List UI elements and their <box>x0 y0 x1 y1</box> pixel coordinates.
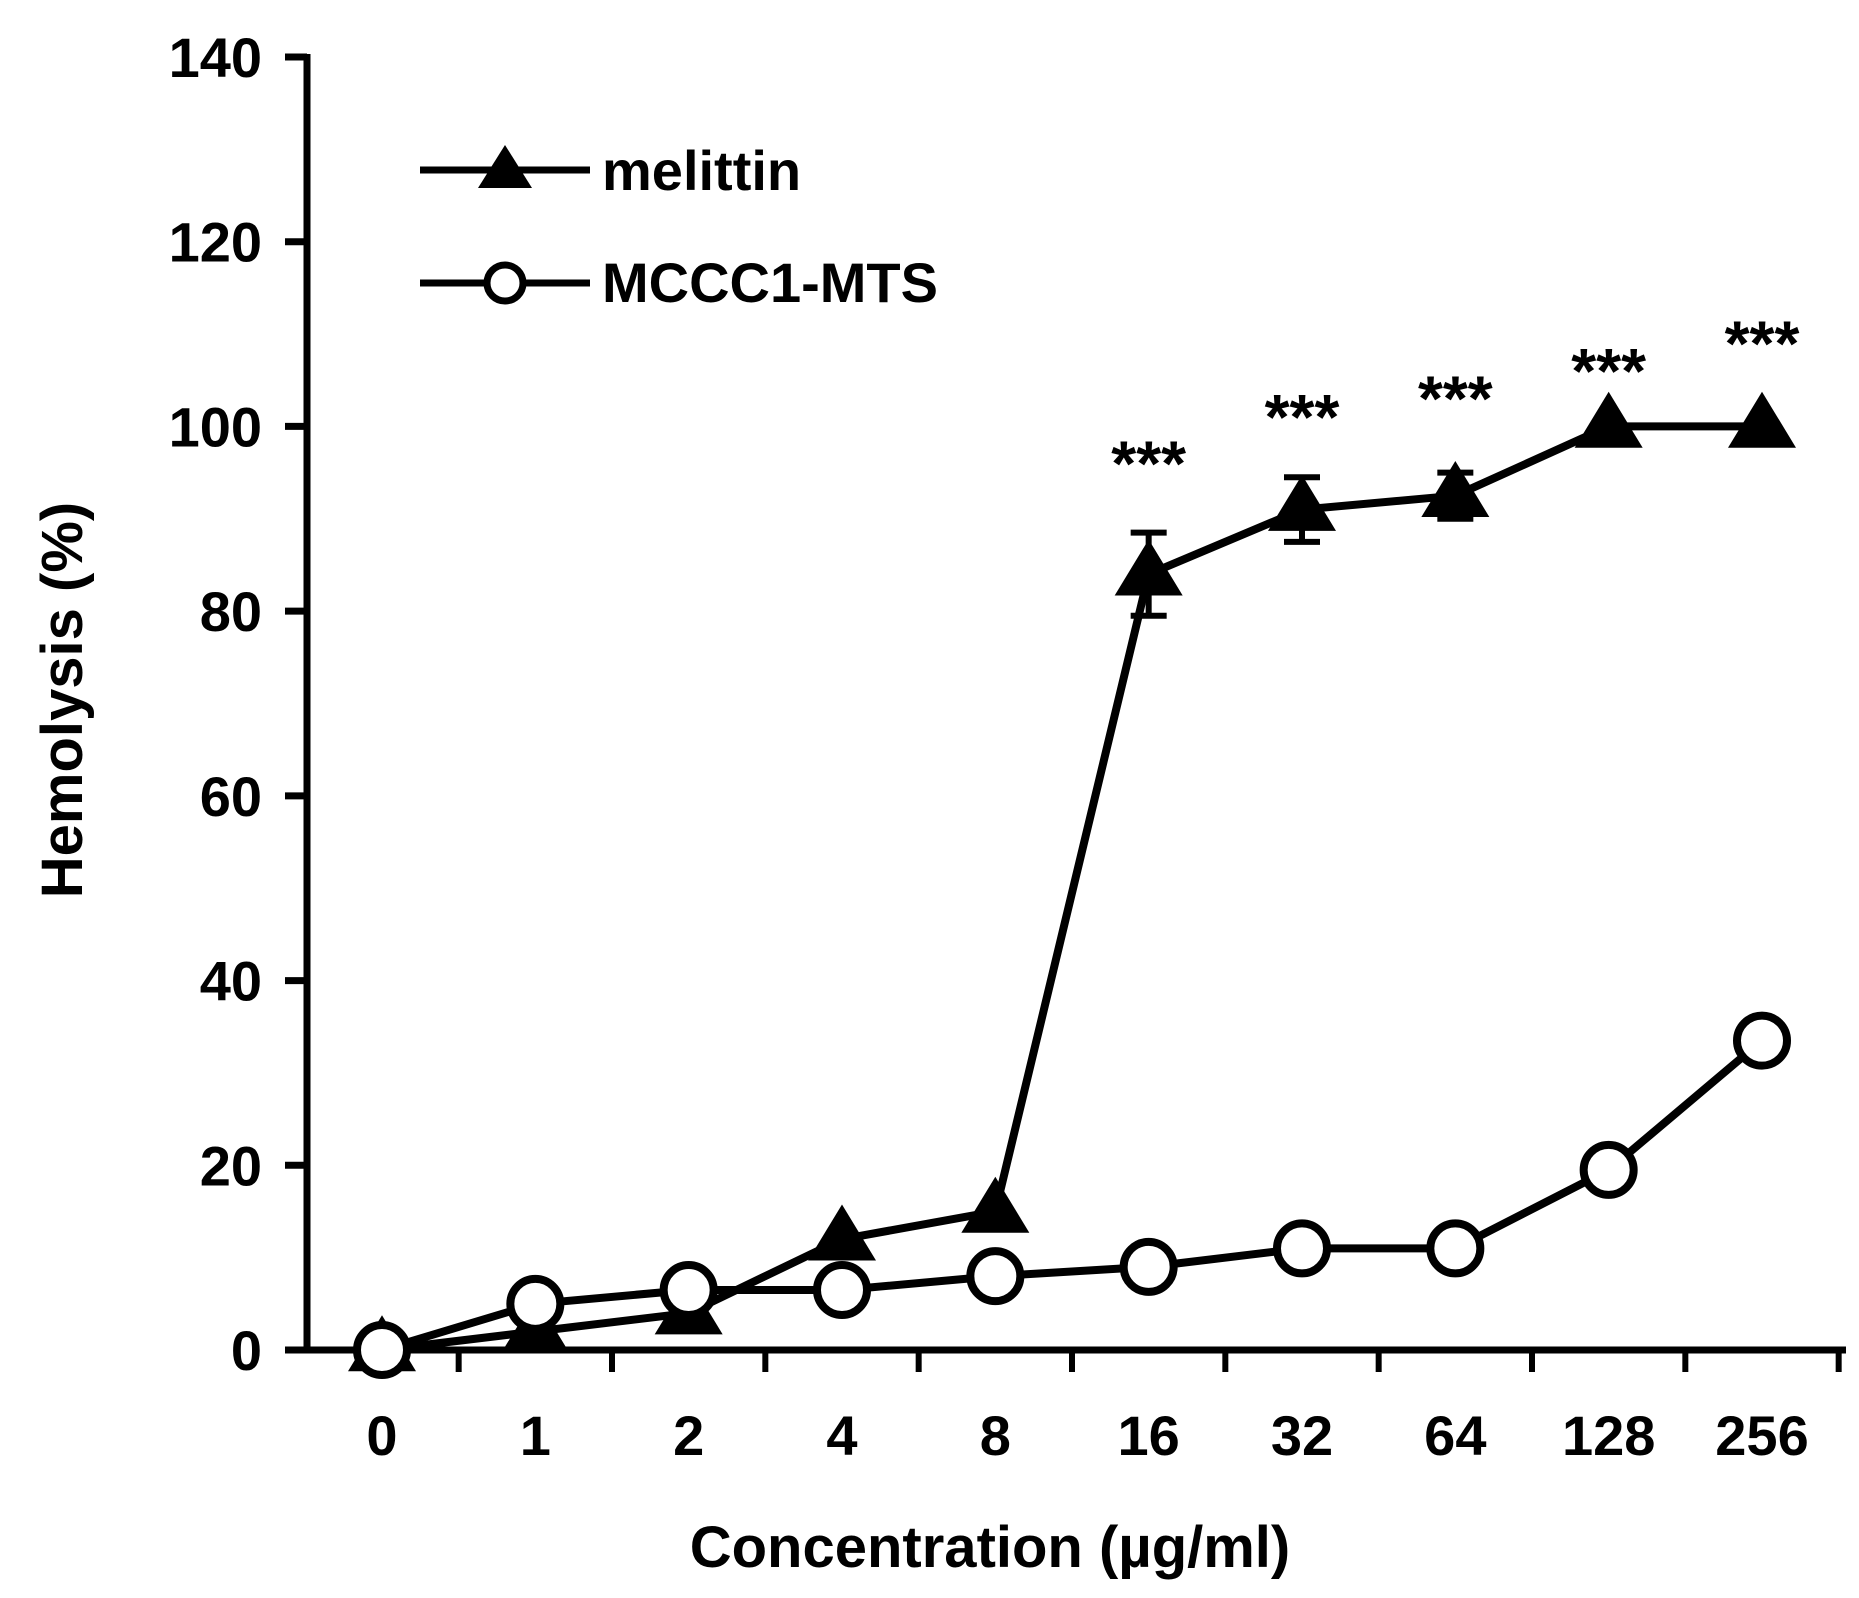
plot-series <box>348 391 1796 1379</box>
x-axis-title: Concentration (µg/ml) <box>690 1515 1291 1580</box>
significance-marker: *** <box>1571 335 1646 407</box>
y-tick-label: 20 <box>200 1134 262 1197</box>
data-point-mccc1-mts <box>966 1247 1025 1306</box>
series-line-melittin <box>381 422 1762 1354</box>
data-point-melittin <box>1114 539 1183 596</box>
data-point-mccc1-mts <box>1426 1219 1485 1278</box>
data-point-mccc1-mts <box>813 1260 871 1319</box>
series-line-mccc1-mts <box>380 1037 1765 1354</box>
significance-annotations: *** *** *** *** *** <box>1111 307 1799 499</box>
legend-marker-melittin <box>478 145 532 188</box>
x-tick-label: 2 <box>673 1404 704 1467</box>
y-tick-label: 40 <box>200 950 262 1013</box>
significance-marker: *** <box>1265 381 1340 453</box>
data-point-mccc1-mts <box>1579 1140 1638 1199</box>
y-tick-label: 60 <box>200 765 262 828</box>
data-point-mccc1-mts <box>506 1274 565 1333</box>
y-axis-title: Hemolysis (%) <box>30 502 95 898</box>
data-point-melittin <box>961 1176 1030 1233</box>
y-tick-label: 120 <box>169 211 262 274</box>
x-tick-label: 128 <box>1562 1404 1655 1467</box>
x-tick-label: 1 <box>520 1404 551 1467</box>
legend-marker-mccc1-mts <box>483 261 527 305</box>
x-tick-label: 64 <box>1424 1404 1486 1467</box>
data-point-melittin <box>1574 391 1643 448</box>
significance-marker: *** <box>1111 427 1186 499</box>
y-axis-ticks: 0 20 40 60 80 100 120 140 <box>169 26 307 1382</box>
x-tick-label: 256 <box>1715 1404 1808 1467</box>
y-tick-label: 100 <box>169 395 262 458</box>
data-point-melittin <box>1728 391 1796 448</box>
significance-marker: *** <box>1725 307 1800 379</box>
y-tick-label: 140 <box>169 26 262 89</box>
x-tick-label: 32 <box>1271 1404 1333 1467</box>
x-tick-label: 0 <box>366 1404 397 1467</box>
significance-marker: *** <box>1418 363 1493 435</box>
data-point-mccc1-mts <box>1733 1011 1791 1070</box>
x-tick-label: 8 <box>980 1404 1011 1467</box>
x-tick-label: 4 <box>826 1404 857 1467</box>
legend: melittin MCCC1-MTS <box>420 139 938 314</box>
data-point-mccc1-mts <box>1273 1219 1331 1278</box>
x-axis-ticks: 0 1 2 4 8 16 32 64 128 256 <box>366 1350 1842 1467</box>
x-tick-label: 16 <box>1118 1404 1180 1467</box>
data-point-melittin <box>1268 474 1336 531</box>
legend-label-mccc1-mts: MCCC1-MTS <box>602 251 938 314</box>
data-point-melittin <box>1421 460 1490 517</box>
data-point-mccc1-mts <box>659 1260 718 1319</box>
y-tick-label: 80 <box>200 580 262 643</box>
data-point-melittin <box>808 1204 876 1261</box>
legend-label-melittin: melittin <box>602 139 801 202</box>
y-tick-label: 0 <box>231 1319 262 1382</box>
data-point-mccc1-mts <box>353 1321 411 1379</box>
data-point-mccc1-mts <box>1119 1237 1178 1296</box>
